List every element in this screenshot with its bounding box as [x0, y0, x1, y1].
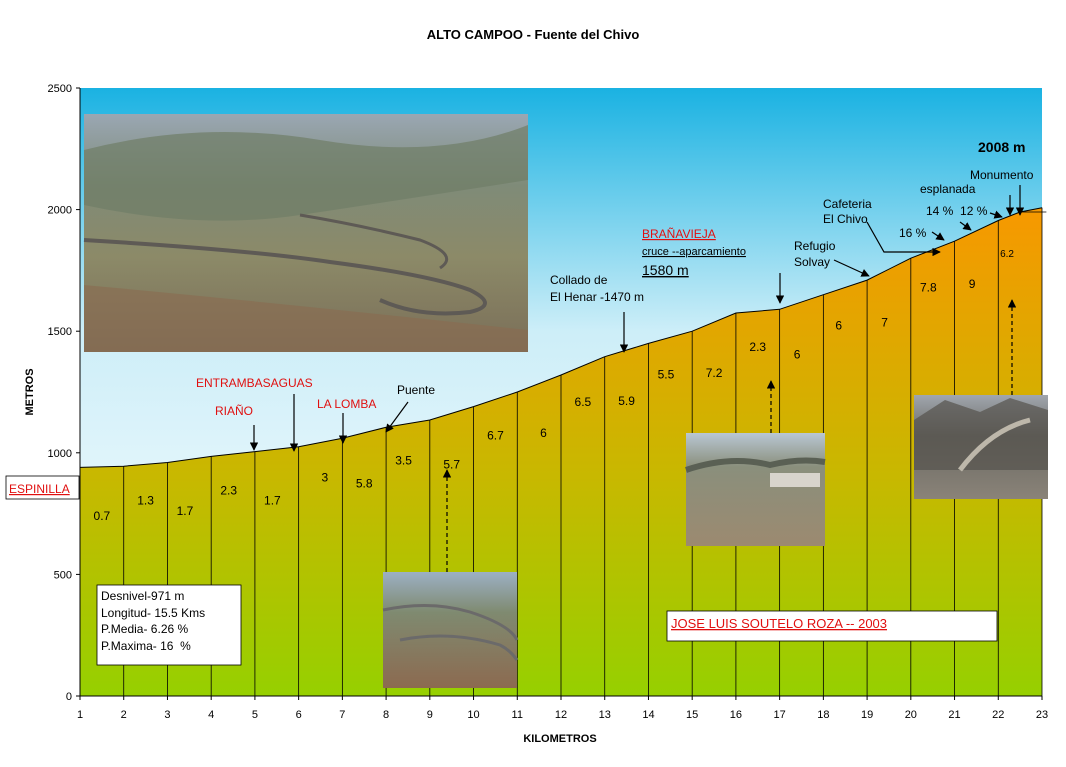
slope-14-12-label: 14 % 12 %	[926, 204, 988, 218]
collado-label-1: Collado de	[550, 273, 608, 287]
y-tick-label: 2000	[48, 205, 72, 217]
slope-label: 3	[322, 471, 329, 485]
puente-label: Puente	[397, 383, 435, 397]
x-tick-label: 8	[383, 709, 389, 721]
author-box: JOSE LUIS SOUTELO ROZA -- 2003	[666, 610, 998, 642]
x-tick-label: 4	[208, 709, 214, 721]
x-tick-label: 11	[512, 709, 523, 721]
slope-label: 1.3	[137, 493, 154, 507]
y-tick-label: 2500	[48, 83, 72, 95]
stat-desnivel: Desnivel-971 m	[101, 589, 184, 603]
x-tick-label: 21	[948, 709, 960, 721]
slope-label: 3.5	[395, 453, 412, 467]
x-tick-label: 9	[427, 709, 433, 721]
slope-label: 5.5	[658, 367, 675, 381]
riano-label: RIAÑO	[215, 404, 253, 418]
x-tick-label: 14	[642, 709, 654, 721]
photo-valley	[83, 114, 528, 352]
slope-label: 6	[794, 347, 801, 361]
x-tick-label: 15	[686, 709, 698, 721]
branavieja-label: BRAÑAVIEJA	[642, 227, 716, 241]
slope-label: 2.3	[220, 484, 237, 498]
stat-pmaxima: P.Maxima- 16 %	[101, 639, 191, 653]
monumento-label: Monumento	[970, 168, 1034, 182]
slope-label: 5.7	[443, 457, 460, 471]
slope-16-label: 16 %	[899, 226, 927, 240]
y-axis-label: METROS	[24, 368, 36, 415]
y-tick-label: 1500	[48, 326, 72, 338]
slope-label: 1.7	[264, 494, 281, 508]
cafeteria-label-2: El Chivo	[823, 212, 868, 226]
x-tick-label: 1	[77, 709, 83, 721]
x-tick-label: 7	[339, 709, 345, 721]
la-lomba-label: LA LOMBA	[317, 397, 376, 411]
slope-label: 9	[969, 277, 976, 291]
photo-summit	[914, 395, 1048, 499]
slope-label: 7.2	[706, 366, 723, 380]
refugio-label-1: Refugio	[794, 239, 836, 253]
y-tick-label: 1000	[48, 448, 72, 460]
profile-line	[79, 207, 1043, 468]
x-tick-label: 23	[1036, 709, 1048, 721]
annotations: 2008 m Monumento esplanada 14 % 12 % 16 …	[196, 139, 1034, 418]
slope-label: 0.7	[94, 509, 111, 523]
photo-branavieja	[685, 433, 826, 546]
author-label: JOSE LUIS SOUTELO ROZA -- 2003	[671, 616, 887, 631]
slope-label: 5.8	[356, 477, 373, 491]
x-tick-label: 6	[296, 709, 302, 721]
y-axis-ticks: 0 500 1000 1500 2000 2500	[48, 83, 80, 703]
chart-title: ALTO CAMPOO - Fuente del Chivo	[427, 27, 640, 42]
slope-labels: 0.7 1.3 1.7 2.3 1.7 3 5.8 3.5 5.7 6.7 6 6.5 5.9 5.5 7.…	[94, 249, 1015, 523]
espinilla-label: ESPINILLA	[9, 482, 70, 496]
slope-label: 6.7	[487, 428, 504, 442]
cruce-label: cruce --aparcamiento	[642, 246, 746, 258]
x-tick-label: 16	[730, 709, 742, 721]
espinilla-box: ESPINILLA	[5, 475, 80, 500]
summit-label: 2008 m	[978, 139, 1025, 155]
x-tick-label: 19	[861, 709, 873, 721]
cafeteria-label-1: Cafeteria	[823, 197, 872, 211]
x-axis-label: KILOMETROS	[523, 733, 596, 745]
slope-label: 7	[881, 315, 888, 329]
stats-box: Desnivel-971 m Longitud- 15.5 Kms P.Medi…	[96, 584, 242, 666]
x-tick-label: 10	[467, 709, 479, 721]
slope-label: 5.9	[618, 394, 635, 408]
slope-label: 6.5	[575, 395, 592, 409]
x-tick-label: 18	[817, 709, 829, 721]
slope-label: 7.8	[920, 280, 937, 294]
slope-label: 6.2	[1000, 249, 1014, 260]
stat-pmedia: P.Media- 6.26 %	[101, 622, 188, 636]
x-tick-label: 13	[599, 709, 611, 721]
x-tick-label: 5	[252, 709, 258, 721]
x-tick-label: 22	[992, 709, 1004, 721]
stat-longitud: Longitud- 15.5 Kms	[101, 606, 205, 620]
annotation-arrows	[249, 185, 1025, 572]
y-tick-label: 500	[54, 569, 72, 581]
refugio-label-2: Solvay	[794, 255, 830, 269]
x-axis-ticks: 1 2 3 4 5 6 7 8 9 10 11 12 13 14 15 16 17 18 19 20 21 22 23	[77, 696, 1048, 721]
slope-label: 2.3	[749, 340, 766, 354]
x-tick-label: 3	[164, 709, 170, 721]
y-tick-label: 0	[66, 691, 72, 703]
collado-label-2: El Henar -1470 m	[550, 290, 644, 304]
slope-label: 6	[835, 319, 842, 333]
esplanada-label: esplanada	[920, 182, 976, 196]
alt-1580-label: 1580 m	[642, 262, 689, 278]
slope-label: 1.7	[177, 504, 194, 518]
entrambasaguas-label: ENTRAMBASAGUAS	[196, 376, 313, 390]
x-tick-label: 17	[774, 709, 786, 721]
profile-layer	[79, 207, 1047, 696]
photo-road	[382, 572, 519, 688]
x-tick-label: 2	[121, 709, 127, 721]
x-tick-label: 20	[905, 709, 917, 721]
slope-label: 6	[540, 426, 547, 440]
x-tick-label: 12	[555, 709, 567, 721]
